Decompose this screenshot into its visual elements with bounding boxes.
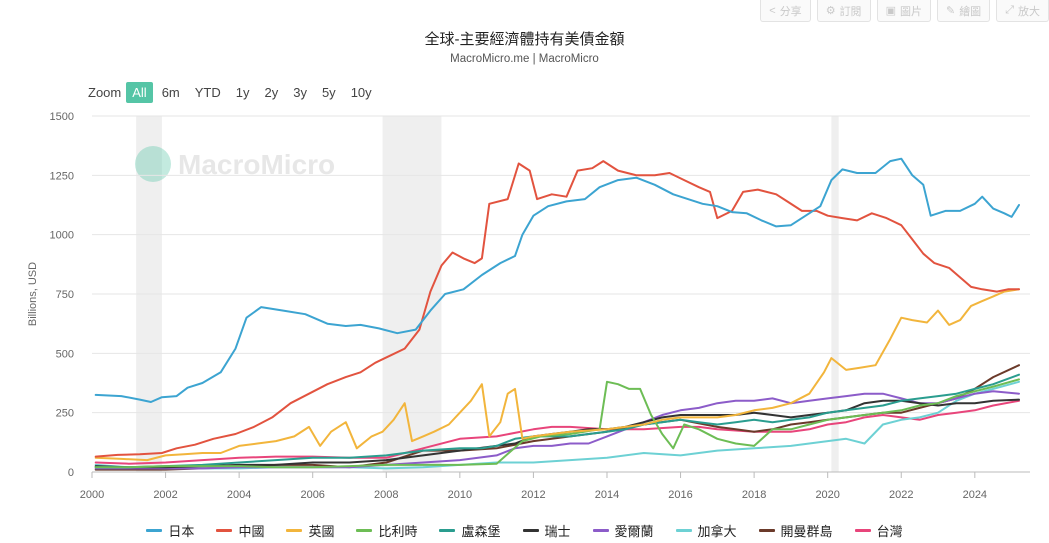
chart-title: 全球-主要經濟體持有美債金額: [424, 31, 625, 48]
series-line-0: [94, 157, 1020, 403]
legend-label: 加拿大: [697, 524, 737, 539]
legend-swatch: [146, 529, 163, 532]
zoom-5y-button[interactable]: 5y: [321, 85, 336, 100]
watermark-icon: [135, 146, 171, 182]
legend-item-5[interactable]: 瑞士: [522, 521, 571, 540]
x-tick-label-2012: 2012: [521, 489, 545, 501]
legend-item-1[interactable]: 中國: [216, 521, 264, 540]
legend-item-8[interactable]: 開曼群島: [758, 521, 833, 540]
y-tick-label-750: 750: [56, 289, 74, 301]
y-axis-label: Billions, USD: [27, 262, 39, 326]
y-tick-label-250: 250: [56, 408, 74, 420]
legend-label: 日本: [168, 524, 195, 539]
series-line-6: [94, 390, 1020, 470]
series-line-9: [94, 399, 1020, 465]
watermark-text: MacroMicro: [178, 149, 335, 180]
zoom-10y-button[interactable]: 10y: [350, 85, 372, 100]
legend-swatch: [854, 529, 871, 532]
expand-label: 放大: [1018, 5, 1040, 18]
legend-label: 中國: [238, 524, 265, 539]
x-tick-label-2002: 2002: [153, 489, 177, 501]
series-line-3: [94, 378, 1020, 469]
pencil-icon: ✎: [945, 5, 956, 17]
series-line-4: [94, 373, 1020, 469]
zoom-selector: Zoom All 6m YTD 1y 2y 3y 5y 10y: [88, 82, 381, 103]
legend-label: 開曼群島: [780, 524, 833, 539]
draw-label: 繪圖: [959, 5, 982, 18]
series-line-2: [94, 288, 1020, 462]
x-tick-label-2004: 2004: [227, 489, 251, 501]
expand-icon: ⤢: [1005, 4, 1014, 16]
legend-swatch: [286, 529, 303, 532]
legend-item-0[interactable]: 日本: [146, 521, 194, 540]
legend-swatch: [439, 529, 456, 532]
x-tick-label-2014: 2014: [595, 489, 619, 501]
legend-label: 盧森堡: [461, 524, 501, 539]
chart-subtitle: MacroMicro.me | MacroMicro: [450, 53, 599, 65]
legend-swatch: [592, 529, 609, 532]
chart-legend: 日本 中國 英國 比利時 盧森堡 瑞士 愛爾蘭 加拿大 開曼群島 台灣: [0, 521, 1049, 540]
x-tick-label-2006: 2006: [300, 489, 324, 501]
series-line-1: [94, 160, 1020, 458]
x-tick-label-2020: 2020: [815, 489, 839, 501]
image-button[interactable]: ▣ 圖片: [876, 0, 931, 22]
zoom-label: Zoom: [88, 85, 122, 100]
x-tick-label-2008: 2008: [374, 489, 398, 501]
legend-item-3[interactable]: 比利時: [356, 521, 417, 540]
share-button[interactable]: < 分享: [760, 0, 811, 22]
zoom-2y-button[interactable]: 2y: [264, 85, 279, 100]
legend-swatch: [356, 529, 373, 532]
legend-item-7[interactable]: 加拿大: [675, 521, 737, 540]
legend-item-9[interactable]: 台灣: [854, 521, 903, 540]
legend-label: 英國: [308, 524, 335, 539]
legend-swatch: [758, 529, 775, 532]
share-icon: <: [769, 4, 776, 17]
legend-item-2[interactable]: 英國: [286, 521, 334, 540]
series-line-7: [94, 380, 1020, 470]
gear-icon: ⚙: [825, 5, 836, 17]
x-tick-label-2022: 2022: [889, 489, 913, 501]
series-line-8: [94, 364, 1020, 471]
line-chart: MacroMicro 0 250 500 750 1000 1250 1500 2000 2002…: [27, 111, 1030, 501]
y-tick-label-0: 0: [68, 467, 74, 479]
legend-swatch: [522, 529, 539, 532]
y-tick-label-500: 500: [56, 348, 74, 360]
legend-label: 瑞士: [544, 524, 571, 539]
zoom-3y-button[interactable]: 3y: [293, 85, 307, 100]
zoom-6m-button[interactable]: 6m: [161, 85, 180, 100]
subscribe-label: 訂閱: [839, 5, 862, 18]
legend-item-4[interactable]: 盧森堡: [439, 521, 501, 540]
y-tick-label-1500: 1500: [50, 111, 74, 123]
subscribe-button[interactable]: ⚙ 訂閱: [816, 0, 871, 22]
legend-label: 比利時: [378, 524, 418, 539]
x-tick-label-2024: 2024: [963, 489, 987, 501]
watermark-logo: MacroMicro: [135, 146, 335, 182]
legend-swatch: [675, 529, 692, 532]
y-tick-label-1000: 1000: [50, 230, 74, 242]
x-tick-label-2010: 2010: [448, 489, 472, 501]
draw-button[interactable]: ✎ 繪圖: [936, 0, 991, 22]
legend-label: 愛爾蘭: [614, 524, 654, 539]
legend-swatch: [216, 529, 233, 532]
share-label: 分享: [779, 5, 802, 18]
zoom-all-button[interactable]: All: [126, 82, 153, 103]
y-tick-label-1250: 1250: [50, 170, 74, 182]
legend-item-6[interactable]: 愛爾蘭: [592, 521, 654, 540]
x-tick-label-2018: 2018: [742, 489, 766, 501]
zoom-ytd-button[interactable]: YTD: [194, 85, 221, 100]
zoom-1y-button[interactable]: 1y: [235, 85, 250, 100]
expand-button[interactable]: ⤢ 放大: [996, 0, 1049, 22]
image-icon: ▣: [885, 5, 896, 17]
legend-label: 台灣: [876, 524, 903, 539]
x-tick-label-2016: 2016: [668, 489, 692, 501]
x-tick-label-2000: 2000: [80, 489, 104, 501]
image-label: 圖片: [899, 5, 922, 18]
chart-toolbar: < 分享 ⚙ 訂閱 ▣ 圖片 ✎ 繪圖 ⤢ 放大: [760, 0, 1049, 24]
